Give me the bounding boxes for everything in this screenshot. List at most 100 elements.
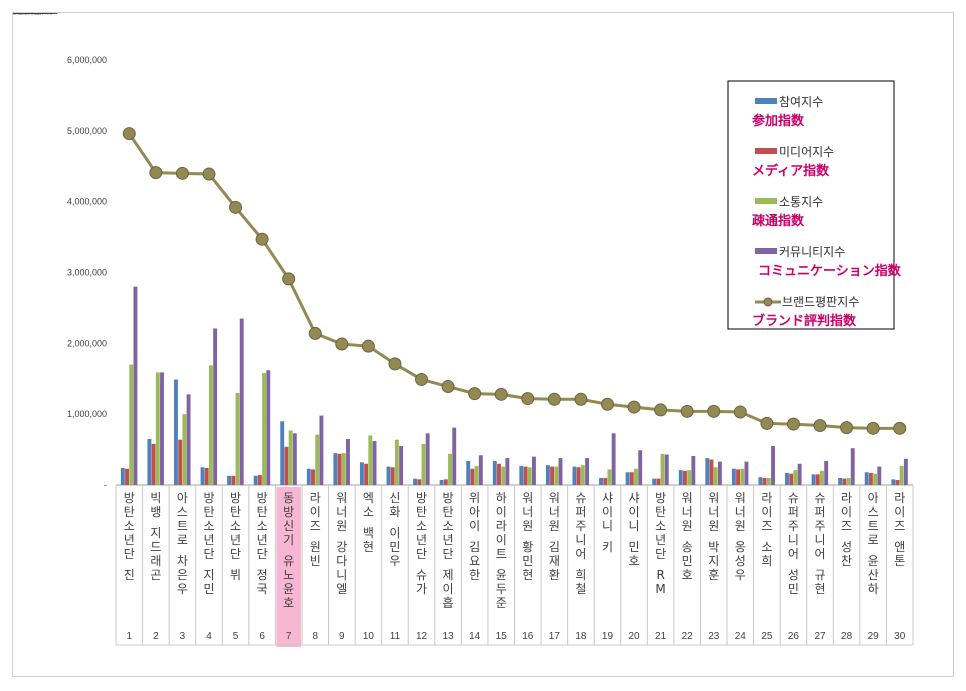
- bar: [505, 458, 510, 485]
- rank-number: 18: [575, 631, 587, 642]
- line-point: [415, 372, 429, 386]
- rank-number: 25: [761, 631, 773, 642]
- bar: [744, 461, 749, 485]
- bar: [895, 480, 900, 485]
- legend-label-jp: ブランド評判指数: [752, 313, 857, 329]
- bar: [842, 478, 847, 485]
- chart-frame: - 1,000,000 2,000,000 3,000,000 4,000,000 5,0…: [12, 12, 954, 677]
- bar: [425, 433, 430, 485]
- bar: [846, 477, 851, 485]
- axes: - 1,000,000 2,000,000 3,000,000 4,000,000 5,0…: [67, 55, 914, 647]
- bar: [864, 472, 869, 485]
- rank-number: 30: [894, 631, 906, 642]
- bar: [284, 446, 289, 485]
- highlight-band: [276, 487, 301, 647]
- bar: [762, 477, 767, 485]
- line-point: [627, 400, 641, 414]
- bar: [182, 414, 187, 485]
- rank-number: 6: [259, 631, 265, 642]
- line-point: [574, 392, 588, 406]
- bar: [789, 473, 794, 485]
- bar: [337, 453, 342, 485]
- legend-label-jp: メディア指数: [752, 163, 830, 179]
- bar: [368, 435, 373, 485]
- bar: [607, 469, 612, 485]
- rank-number: 16: [522, 631, 534, 642]
- rank-number: 17: [549, 631, 561, 642]
- bar: [133, 286, 138, 485]
- bar: [120, 468, 125, 485]
- bar: [257, 475, 262, 485]
- line-point: [813, 419, 827, 432]
- bar: [470, 468, 475, 485]
- bar: [638, 450, 643, 485]
- rank-number: 15: [496, 631, 508, 642]
- rank-number: 26: [788, 631, 800, 642]
- line-point: [760, 416, 774, 430]
- legend-box: [727, 80, 895, 330]
- line-point: [255, 232, 269, 246]
- bar: [717, 461, 722, 485]
- y-tick-label: 4,000,000: [67, 197, 107, 207]
- category-text: 위아이 김요한위아이 김요한: [13, 13, 480, 582]
- bar: [820, 470, 824, 485]
- bar: [346, 438, 350, 485]
- legend-label-jp: コミュニケーション指数: [758, 263, 902, 279]
- bar: [478, 455, 483, 485]
- bar: [585, 458, 590, 485]
- bar: [239, 318, 244, 485]
- legend-item: 커뮤니티지수 コミュニケーション指数: [755, 245, 902, 279]
- chart-svg: - 1,000,000 2,000,000 3,000,000 4,000,000 5,0…: [13, 13, 914, 647]
- bar: [652, 478, 657, 485]
- bar: [527, 467, 532, 485]
- bar: [178, 439, 183, 485]
- rank-number: 2: [153, 631, 159, 642]
- bar: [452, 427, 457, 485]
- line-point: [654, 403, 668, 417]
- bar: [664, 454, 669, 485]
- bar: [151, 443, 156, 485]
- bar: [868, 472, 873, 485]
- bar: [213, 328, 218, 485]
- brand-line: [122, 127, 907, 435]
- bar: [235, 392, 240, 485]
- bar: [341, 453, 346, 485]
- y-tick-label: 6,000,000: [67, 55, 107, 65]
- legend-item: 소통지수 疎通指数: [752, 195, 823, 229]
- legend-item: 브랜드평판지수 ブランド評判指数: [752, 295, 859, 329]
- bar: [204, 468, 209, 485]
- bar: [580, 465, 585, 485]
- bar: [439, 480, 444, 485]
- bar: [873, 473, 878, 485]
- line-point: [680, 404, 694, 418]
- bar: [394, 439, 399, 485]
- x-category-label: 라이즈 원빈라이즈 원빈8: [13, 13, 321, 642]
- bar: [682, 470, 687, 485]
- rank-number: 19: [602, 631, 614, 642]
- legend-label: 소통지수: [779, 195, 823, 209]
- bar: [311, 469, 315, 485]
- bar: [736, 469, 741, 485]
- bar: [838, 477, 843, 485]
- y-tick-label: -: [104, 480, 107, 490]
- legend-item: 참여지수 参加指数: [752, 95, 823, 129]
- bar: [766, 477, 771, 485]
- legend: 참여지수 参加指数 미디어지수 メディア指数 소통지수 疎通指数 커뮤니티지수 コミュニケーシ…: [727, 80, 902, 330]
- bar: [545, 465, 550, 485]
- bar: [315, 434, 320, 485]
- bar: [713, 467, 718, 485]
- bar: [576, 467, 581, 485]
- bar: [758, 477, 763, 485]
- rank-number: 12: [416, 631, 428, 642]
- bar: [625, 472, 630, 485]
- rank-number: 20: [628, 631, 640, 642]
- bar: [572, 466, 577, 485]
- rank-number: 27: [814, 631, 826, 642]
- bars: [120, 286, 908, 485]
- bar: [333, 453, 338, 485]
- bar: [147, 438, 152, 485]
- legend-swatch: [755, 148, 777, 154]
- bar: [125, 468, 129, 485]
